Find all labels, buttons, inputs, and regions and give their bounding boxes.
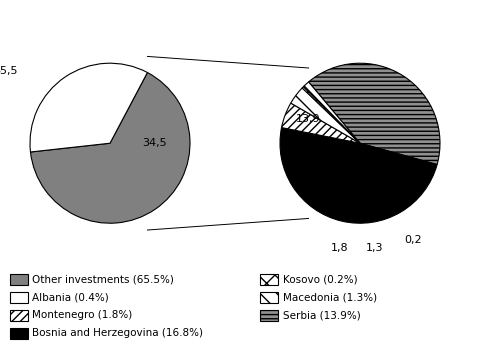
Wedge shape (282, 103, 360, 143)
Text: 13,9: 13,9 (296, 114, 320, 124)
Text: 0,2: 0,2 (404, 235, 421, 245)
Bar (260, 274, 278, 285)
Text: Kosovo (0.2%): Kosovo (0.2%) (282, 275, 357, 284)
Text: 1,8: 1,8 (331, 243, 349, 253)
Text: Albania (0.4%): Albania (0.4%) (32, 293, 109, 302)
Bar (10, 274, 28, 285)
Wedge shape (280, 128, 437, 223)
Wedge shape (30, 63, 148, 152)
Text: 65,5: 65,5 (0, 66, 18, 76)
Text: 0,4: 0,4 (0, 340, 1, 341)
Wedge shape (304, 82, 360, 143)
Text: Montenegro (1.8%): Montenegro (1.8%) (32, 311, 133, 321)
Bar (10, 328, 28, 339)
Bar (260, 292, 278, 303)
Bar (10, 292, 28, 303)
Text: 16,8: 16,8 (0, 340, 1, 341)
Text: 1,3: 1,3 (366, 243, 383, 253)
Wedge shape (302, 86, 360, 143)
Bar (10, 310, 28, 321)
Wedge shape (308, 63, 440, 165)
Text: Other investments (65.5%): Other investments (65.5%) (32, 275, 174, 284)
Text: 34,5: 34,5 (142, 138, 167, 148)
Text: Bosnia and Herzegovina (16.8%): Bosnia and Herzegovina (16.8%) (32, 328, 203, 339)
Wedge shape (30, 73, 190, 223)
Text: Serbia (13.9%): Serbia (13.9%) (282, 311, 360, 321)
Bar (260, 310, 278, 321)
Text: Macedonia (1.3%): Macedonia (1.3%) (282, 293, 376, 302)
Wedge shape (291, 88, 360, 143)
